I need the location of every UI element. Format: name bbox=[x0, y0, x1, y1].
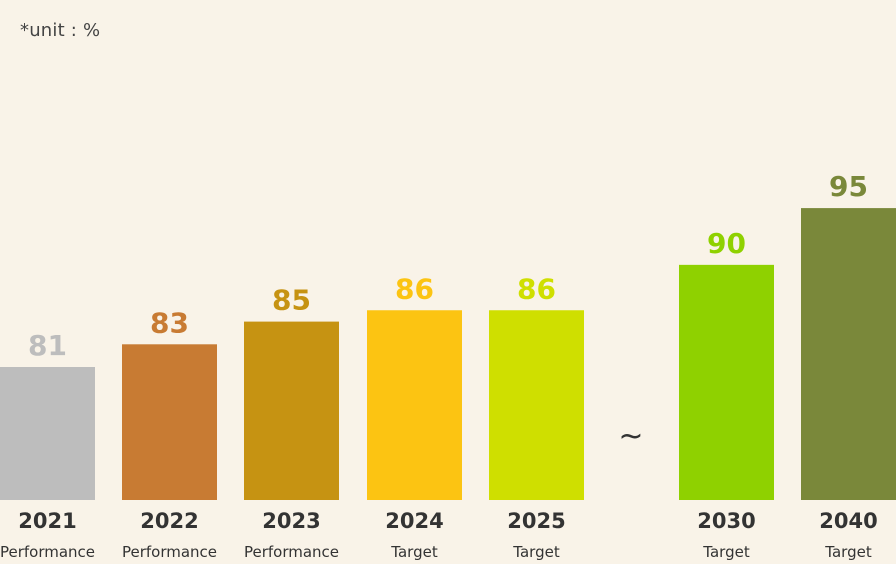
bar-2040 bbox=[801, 208, 896, 500]
year-label-2030: 2030 bbox=[697, 509, 755, 533]
series-label-2024: Target bbox=[390, 543, 438, 561]
series-label-2025: Target bbox=[512, 543, 560, 561]
value-label-2040: 95 bbox=[829, 170, 868, 203]
year-label-2040: 2040 bbox=[819, 509, 877, 533]
year-label-2024: 2024 bbox=[385, 509, 443, 533]
year-label-2025: 2025 bbox=[507, 509, 565, 533]
series-label-2030: Target bbox=[702, 543, 750, 561]
value-label-2021: 81 bbox=[28, 329, 67, 362]
value-label-2023: 85 bbox=[272, 284, 311, 317]
value-label-2024: 86 bbox=[395, 272, 434, 305]
value-label-2025: 86 bbox=[517, 272, 556, 305]
year-label-2021: 2021 bbox=[18, 509, 76, 533]
bar-2023 bbox=[244, 321, 339, 500]
year-label-2022: 2022 bbox=[140, 509, 198, 533]
bar-2025 bbox=[489, 310, 584, 500]
bar-2021 bbox=[0, 367, 95, 500]
series-label-2040: Target bbox=[824, 543, 872, 561]
unit-note: *unit : % bbox=[20, 20, 101, 41]
series-label-2022: Performance bbox=[122, 543, 217, 561]
value-label-2022: 83 bbox=[150, 306, 189, 339]
bar-2022 bbox=[122, 344, 217, 500]
series-label-2021: Performance bbox=[0, 543, 95, 561]
series-label-2023: Performance bbox=[244, 543, 339, 561]
year-label-2023: 2023 bbox=[262, 509, 320, 533]
value-label-2030: 90 bbox=[707, 227, 746, 260]
bar-2024 bbox=[367, 310, 462, 500]
bar-2030 bbox=[679, 264, 774, 500]
axis-break-tilde: ~ bbox=[618, 419, 643, 454]
